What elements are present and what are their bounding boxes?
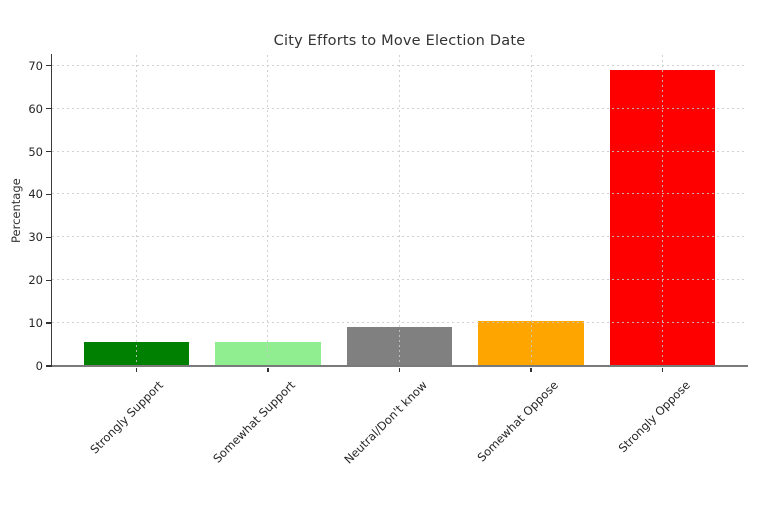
x-tick-label-strongly-oppose: Strongly Oppose: [615, 378, 693, 456]
x-tick-label-strongly-support: Strongly Support: [87, 378, 167, 457]
y-tick-10: [46, 322, 52, 324]
y-tick-60: [46, 107, 52, 110]
x-tick-somewhat-oppose: [530, 367, 532, 372]
y-tick-label-30: 30: [28, 230, 43, 245]
v-gridline-somewhat-support: [267, 55, 269, 366]
y-tick-label-10: 10: [28, 316, 43, 331]
y-tick-label-60: 60: [28, 101, 43, 116]
x-tick-label-somewhat-support: Somewhat Support: [210, 378, 298, 466]
x-tick-somewhat-support: [267, 367, 269, 372]
x-tick-strongly-support: [135, 367, 137, 372]
x-tick-neutral-don-t-know: [398, 367, 401, 372]
y-tick-70: [46, 65, 52, 67]
y-tick-label-40: 40: [28, 187, 43, 202]
y-tick-label-50: 50: [28, 144, 43, 159]
v-gridline-strongly-oppose: [662, 55, 664, 366]
y-axis-spine: [51, 54, 53, 367]
x-axis-spine: [50, 364, 748, 367]
y-tick-label-0: 0: [35, 359, 43, 373]
y-tick-50: [46, 150, 52, 153]
y-tick-label-20: 20: [28, 273, 43, 288]
y-tick-label-70: 70: [28, 58, 43, 73]
chart-title: City Efforts to Move Election Date: [273, 33, 526, 49]
y-tick-20: [46, 279, 52, 281]
y-tick-0: [46, 365, 52, 367]
y-tick-30: [46, 236, 52, 238]
v-gridline-somewhat-oppose: [530, 55, 532, 366]
x-tick-label-neutral-don-t-know: Neutral/Don't know: [340, 378, 430, 467]
y-tick-40: [46, 193, 52, 196]
v-gridline-strongly-support: [135, 55, 137, 366]
x-tick-strongly-oppose: [662, 367, 664, 372]
x-tick-label-somewhat-oppose: Somewhat Oppose: [474, 378, 562, 465]
v-gridline-neutral-don-t-know: [399, 55, 400, 366]
plot-area: 0 10 20 30 40 50 60 70 Strongly Support Somewhat …: [28, 54, 748, 467]
